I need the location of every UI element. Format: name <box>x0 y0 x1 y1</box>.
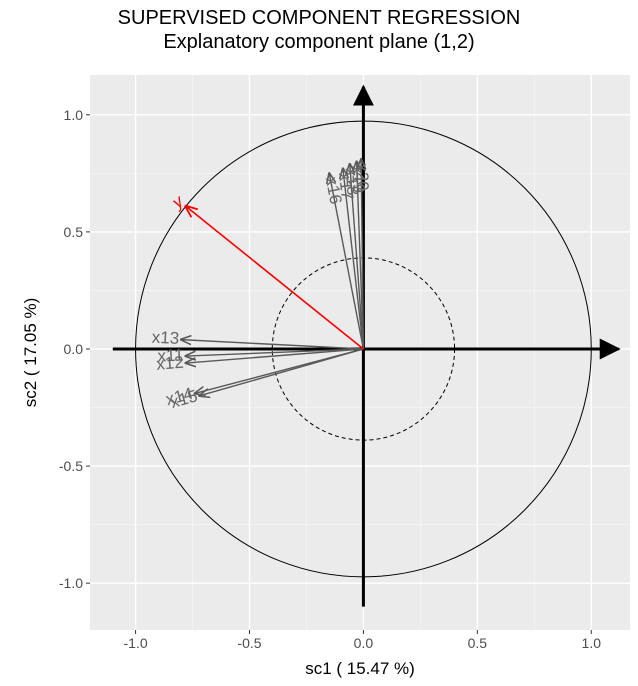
variable-arrow <box>361 159 363 349</box>
variable-arrow <box>186 348 364 356</box>
chart-subtitle: Explanatory component plane (1,2) <box>163 31 475 53</box>
variable-label: x12 <box>156 353 185 374</box>
variable-arrow <box>350 164 365 350</box>
y-axis-title: sc2 ( 17.05 %) <box>21 298 40 408</box>
x-tick-label: 0.5 <box>468 635 488 651</box>
variable-label: x19 <box>348 165 368 193</box>
title-block: SUPERVISED COMPONENT REGRESSION Explanat… <box>41 6 597 54</box>
variable-label: x20 <box>353 163 372 191</box>
y-tick-label: 0.0 <box>64 341 84 357</box>
variable-label: x18 <box>342 167 363 196</box>
variable-arrow <box>186 348 364 363</box>
y-tick-label: 0.5 <box>64 224 84 240</box>
y-tick-label: -0.5 <box>59 458 83 474</box>
y-tick-label: 1.0 <box>64 107 84 123</box>
variable-label: x11 <box>157 346 184 366</box>
x-tick-label: 0.0 <box>354 635 374 651</box>
variable-label: x16 <box>322 175 346 206</box>
chart-title: SUPERVISED COMPONENT REGRESSION <box>117 7 521 29</box>
variable-arrow <box>343 169 365 350</box>
y-tick-label: -1.0 <box>59 575 83 591</box>
x-tick-label: 1.0 <box>582 635 602 651</box>
variable-label: x17 <box>335 171 357 200</box>
x-tick-label: -0.5 <box>237 635 261 651</box>
variable-arrow <box>199 348 364 396</box>
variable-arrow <box>181 340 364 350</box>
x-axis-title: sc1 ( 15.47 %) <box>305 659 415 678</box>
x-tick-label: -1.0 <box>124 635 148 651</box>
variable-arrow <box>329 173 365 350</box>
response-arrow <box>186 206 364 350</box>
variable-label: x13 <box>151 328 179 348</box>
variable-arrow <box>357 162 365 350</box>
